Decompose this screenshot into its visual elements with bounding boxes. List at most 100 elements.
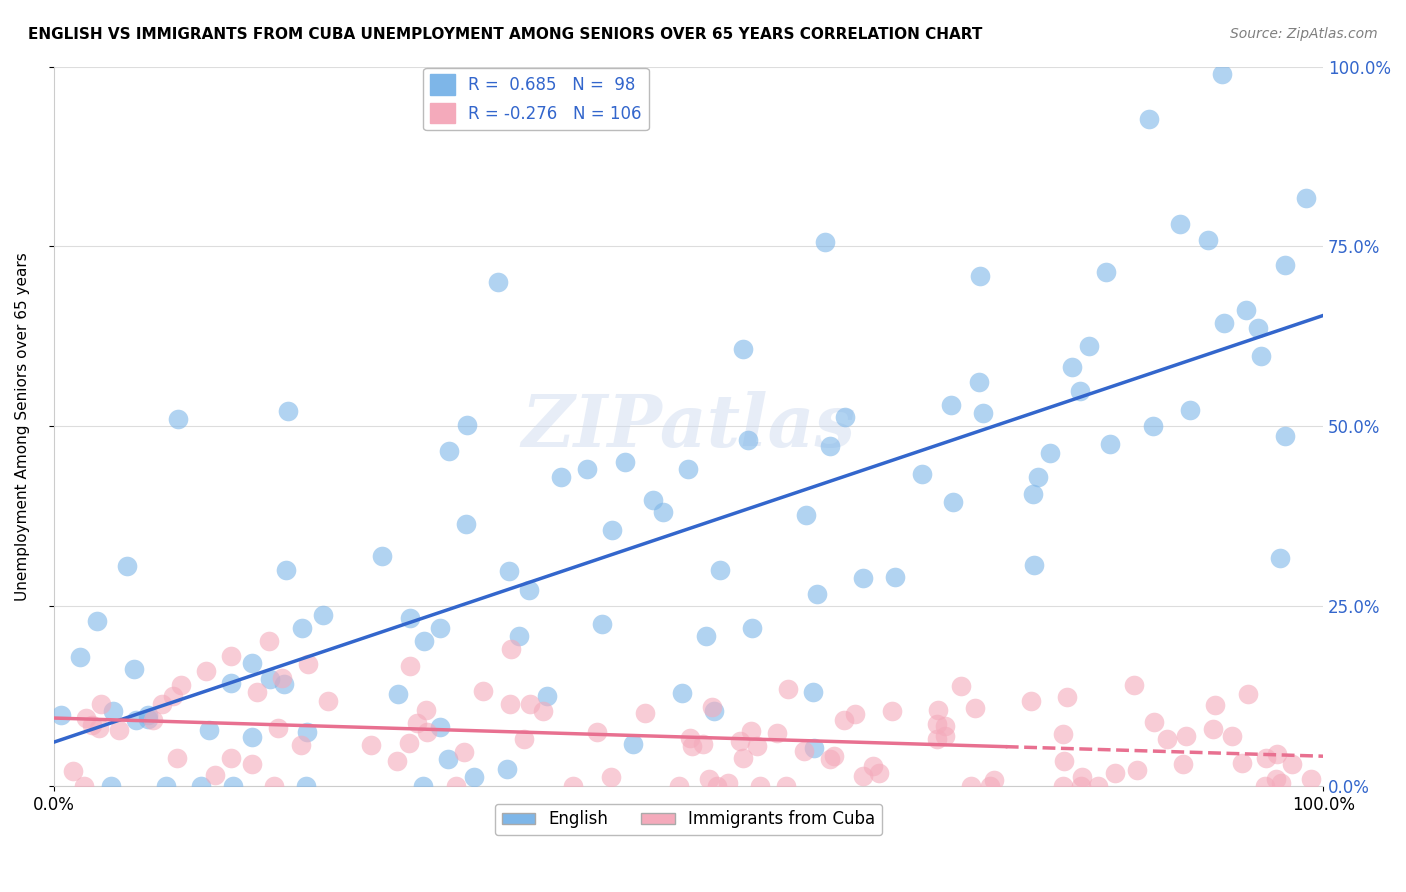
Point	[204, 768, 226, 782]
Point	[219, 676, 242, 690]
Point	[1268, 551, 1291, 566]
Point	[259, 672, 281, 686]
Text: Source: ZipAtlas.com: Source: ZipAtlas.com	[1230, 27, 1378, 41]
Point	[1077, 338, 1099, 352]
Point	[416, 725, 439, 739]
Point	[194, 664, 217, 678]
Point	[1053, 754, 1076, 768]
Point	[1247, 321, 1270, 335]
Point	[1253, 779, 1275, 793]
Point	[387, 754, 409, 768]
Point	[495, 763, 517, 777]
Point	[972, 406, 994, 420]
Point	[1254, 750, 1277, 764]
Point	[1069, 384, 1091, 398]
Point	[1168, 217, 1191, 231]
Point	[136, 708, 159, 723]
Point	[124, 663, 146, 677]
Point	[276, 563, 298, 577]
Point	[801, 685, 824, 699]
Point	[692, 738, 714, 752]
Point	[803, 741, 825, 756]
Point	[959, 779, 981, 793]
Point	[1236, 687, 1258, 701]
Point	[834, 713, 856, 727]
Point	[852, 769, 875, 783]
Y-axis label: Unemployment Among Seniors over 65 years: Unemployment Among Seniors over 65 years	[15, 252, 30, 600]
Point	[776, 682, 799, 697]
Point	[456, 516, 478, 531]
Point	[852, 571, 875, 585]
Point	[941, 495, 963, 509]
Point	[295, 779, 318, 793]
Point	[1137, 112, 1160, 126]
Point	[868, 766, 890, 780]
Point	[246, 685, 269, 699]
Point	[1071, 770, 1094, 784]
Point	[1202, 722, 1225, 736]
Point	[1143, 714, 1166, 729]
Point	[316, 693, 339, 707]
Point	[100, 779, 122, 793]
Point	[599, 770, 621, 784]
Point	[90, 697, 112, 711]
Point	[1039, 446, 1062, 460]
Point	[1211, 67, 1233, 81]
Point	[1295, 191, 1317, 205]
Point	[703, 704, 725, 718]
Point	[73, 779, 96, 793]
Point	[697, 772, 720, 787]
Point	[731, 342, 754, 356]
Point	[979, 779, 1001, 793]
Point	[793, 744, 815, 758]
Point	[1022, 487, 1045, 501]
Point	[731, 751, 754, 765]
Point	[101, 704, 124, 718]
Point	[257, 634, 280, 648]
Point	[1099, 437, 1122, 451]
Point	[273, 676, 295, 690]
Point	[197, 723, 219, 738]
Point	[1264, 772, 1286, 786]
Point	[263, 779, 285, 793]
Point	[1022, 558, 1045, 573]
Point	[1230, 756, 1253, 770]
Point	[1060, 359, 1083, 374]
Point	[108, 723, 131, 738]
Point	[717, 776, 740, 790]
Point	[486, 276, 509, 290]
Point	[1123, 678, 1146, 692]
Point	[271, 671, 294, 685]
Point	[575, 462, 598, 476]
Point	[508, 629, 530, 643]
Point	[983, 773, 1005, 788]
Point	[1281, 756, 1303, 771]
Point	[1026, 470, 1049, 484]
Point	[297, 657, 319, 671]
Point	[399, 659, 422, 673]
Point	[939, 398, 962, 412]
Point	[49, 708, 72, 723]
Point	[190, 779, 212, 793]
Point	[652, 506, 675, 520]
Point	[1052, 727, 1074, 741]
Point	[399, 611, 422, 625]
Point	[387, 687, 409, 701]
Point	[967, 375, 990, 389]
Point	[820, 439, 842, 453]
Point	[1265, 747, 1288, 761]
Point	[1274, 429, 1296, 443]
Point	[550, 469, 572, 483]
Point	[880, 704, 903, 718]
Point	[1104, 766, 1126, 780]
Point	[240, 731, 263, 745]
Point	[678, 462, 700, 476]
Point	[586, 725, 609, 739]
Point	[413, 634, 436, 648]
Point	[814, 235, 837, 250]
Point	[517, 582, 540, 597]
Point	[1052, 779, 1074, 793]
Point	[775, 779, 797, 793]
Point	[1175, 729, 1198, 743]
Point	[512, 731, 534, 746]
